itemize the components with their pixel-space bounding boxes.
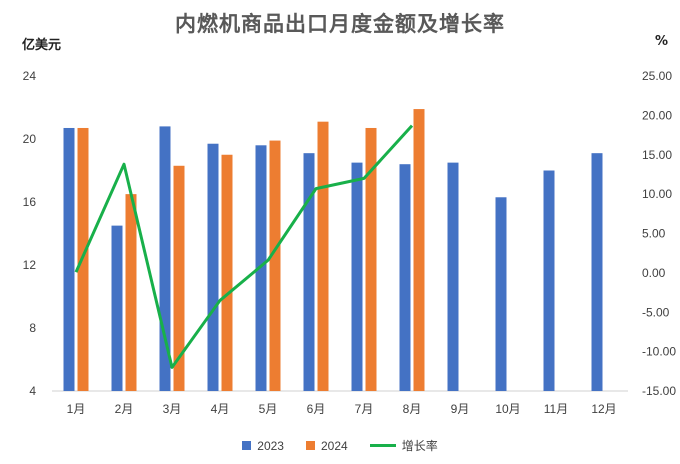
bar-2023 bbox=[303, 153, 315, 391]
y-left-tick-label: 24 bbox=[23, 69, 37, 83]
bar-2023 bbox=[207, 143, 219, 391]
legend: 2023 2024 增长率 bbox=[0, 437, 680, 454]
legend-swatch-2023 bbox=[242, 441, 252, 450]
bar-2023 bbox=[255, 145, 267, 391]
x-tick-label: 6月 bbox=[307, 402, 326, 416]
bar-2024 bbox=[221, 154, 233, 391]
bar-2023 bbox=[111, 225, 123, 391]
legend-swatch-2024 bbox=[305, 441, 315, 450]
legend-item-growth: 增长率 bbox=[369, 437, 438, 454]
x-tick-label: 12月 bbox=[591, 402, 616, 416]
bar-2023 bbox=[399, 164, 411, 391]
y-right-tick-label: -10.00 bbox=[642, 345, 676, 359]
bar-2023 bbox=[543, 170, 555, 391]
line-growth-rate bbox=[74, 124, 414, 369]
bar-2023 bbox=[591, 153, 603, 391]
y-left-unit-label: 亿美元 bbox=[22, 38, 62, 53]
x-tick-label: 7月 bbox=[355, 402, 374, 416]
x-tick-label: 5月 bbox=[259, 402, 278, 416]
x-tick-label: 1月 bbox=[67, 402, 86, 416]
y-right-tick-label: -5.00 bbox=[642, 305, 670, 319]
y-left-tick-label: 4 bbox=[29, 384, 36, 398]
y-right-tick-label: 25.00 bbox=[642, 69, 672, 83]
x-tick-label: 10月 bbox=[495, 402, 520, 416]
bar-2024 bbox=[173, 165, 185, 391]
y-right-tick-label: 10.00 bbox=[642, 187, 672, 201]
legend-item-2024: 2024 bbox=[305, 437, 348, 454]
legend-swatch-growth bbox=[369, 444, 396, 447]
y-left-tick-label: 16 bbox=[23, 195, 37, 209]
x-tick-label: 8月 bbox=[403, 402, 422, 416]
y-right-tick-label: 5.00 bbox=[642, 227, 666, 241]
x-tick-label: 11月 bbox=[544, 402, 568, 416]
y-right-unit-label: % bbox=[655, 34, 669, 49]
legend-label-2023: 2023 bbox=[257, 438, 284, 453]
x-tick-label: 3月 bbox=[163, 402, 182, 416]
bar-2024 bbox=[365, 127, 377, 391]
bar-2024 bbox=[317, 121, 329, 392]
x-tick-label: 4月 bbox=[211, 402, 230, 416]
bar-2024 bbox=[125, 194, 137, 391]
y-right-tick-label: 0.00 bbox=[642, 266, 666, 280]
x-tick-label: 2月 bbox=[115, 402, 134, 416]
y-left-tick-label: 12 bbox=[23, 258, 37, 272]
y-left-tick-label: 20 bbox=[23, 132, 37, 146]
bar-2023 bbox=[159, 126, 171, 392]
bar-2024 bbox=[413, 109, 425, 391]
y-left-tick-label: 8 bbox=[29, 321, 36, 335]
bar-2023 bbox=[495, 197, 507, 391]
bar-2024 bbox=[269, 140, 281, 391]
y-right-tick-label: 20.00 bbox=[642, 108, 672, 122]
legend-item-2023: 2023 bbox=[242, 437, 284, 454]
bar-2023 bbox=[351, 162, 363, 391]
x-tick-label: 9月 bbox=[451, 402, 470, 416]
chart-title: 内燃机商品出口月度金额及增长率 bbox=[175, 12, 505, 36]
y-right-tick-label: -15.00 bbox=[642, 384, 676, 398]
bar-2023 bbox=[63, 127, 75, 391]
y-right-tick-label: 15.00 bbox=[642, 148, 672, 162]
bar-2023 bbox=[447, 162, 459, 391]
legend-label-growth: 增长率 bbox=[401, 439, 438, 453]
legend-label-2024: 2024 bbox=[320, 438, 348, 453]
